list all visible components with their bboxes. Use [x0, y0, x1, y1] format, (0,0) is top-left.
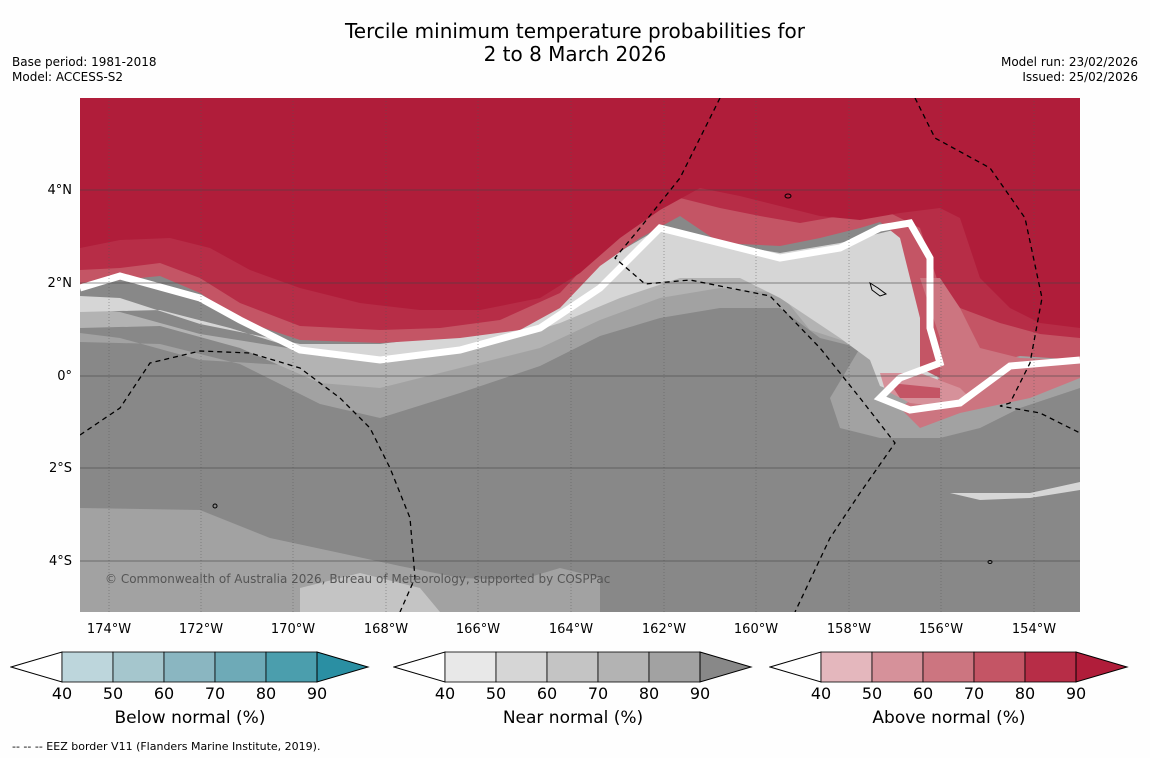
tick-label: 40 — [51, 684, 73, 703]
lon-label: 172°W — [178, 622, 224, 637]
tick-label: 60 — [912, 684, 934, 703]
tick-label: 70 — [204, 684, 226, 703]
base-period: Base period: 1981-2018 — [12, 55, 157, 69]
colorbar-segment — [820, 651, 873, 683]
colorbar-segment — [546, 651, 599, 683]
colorbar-segment — [444, 651, 497, 683]
colorbar-end-arrow — [1075, 651, 1129, 683]
colorbar-title-below: Below normal (%) — [114, 708, 266, 728]
colorbar-segment — [648, 651, 701, 683]
lon-label: 160°W — [733, 622, 779, 637]
lon-label: 164°W — [548, 622, 594, 637]
tick-label: 60 — [153, 684, 175, 703]
title-line-2: 2 to 8 March 2026 — [483, 42, 667, 66]
lon-label: 166°W — [455, 622, 501, 637]
lat-label: 0° — [57, 369, 72, 384]
issued-date: Issued: 25/02/2026 — [1022, 70, 1138, 84]
tick-label: 90 — [689, 684, 711, 703]
lat-label: 2°N — [47, 276, 73, 291]
colorbar-near-normal — [393, 651, 753, 683]
colorbar-segment — [61, 651, 114, 683]
colorbar-below-normal — [10, 651, 370, 683]
colorbar-segment — [871, 651, 924, 683]
model-run: Model run: 23/02/2026 — [1000, 55, 1138, 69]
colorbar-segment — [214, 651, 267, 683]
tick-label: 40 — [434, 684, 456, 703]
tick-label: 50 — [861, 684, 883, 703]
model-name: Model: ACCESS-S2 — [12, 70, 124, 84]
colorbar-end-arrow — [316, 651, 370, 683]
colorbar-segment — [495, 651, 548, 683]
colorbar-segment — [973, 651, 1026, 683]
tick-label: 80 — [638, 684, 660, 703]
lon-label: 168°W — [363, 622, 409, 637]
tick-label: 40 — [810, 684, 832, 703]
lon-label: 154°W — [1011, 622, 1057, 637]
probability-map: © Commonwealth of Australia 2026, Bureau… — [80, 98, 1080, 612]
colorbar-segment — [922, 651, 975, 683]
tick-label: 50 — [485, 684, 507, 703]
tick-label: 60 — [536, 684, 558, 703]
lon-label: 162°W — [641, 622, 687, 637]
lat-label: 4°S — [48, 554, 72, 569]
lon-label: 174°W — [86, 622, 132, 637]
tick-label: 80 — [255, 684, 277, 703]
title-line-1: Tercile minimum temperature probabilitie… — [344, 19, 806, 43]
colorbar-segment — [112, 651, 165, 683]
tick-label: 90 — [306, 684, 328, 703]
tick-label: 70 — [587, 684, 609, 703]
tick-label: 50 — [102, 684, 124, 703]
colorbar-end-arrow — [699, 651, 753, 683]
tick-label: 80 — [1014, 684, 1036, 703]
colorbar-title-above: Above normal (%) — [872, 708, 1026, 728]
colorbar-segment — [1024, 651, 1077, 683]
eez-footnote: -- -- -- EEZ border V11 (Flanders Marine… — [12, 740, 321, 753]
lon-label: 156°W — [918, 622, 964, 637]
lon-label: 170°W — [270, 622, 316, 637]
lat-label: 4°N — [47, 183, 73, 198]
colorbar-segment — [597, 651, 650, 683]
tick-label: 90 — [1065, 684, 1087, 703]
colorbar-segment — [163, 651, 216, 683]
tick-label: 70 — [963, 684, 985, 703]
colorbar-above-normal — [769, 651, 1129, 683]
colorbar-title-near: Near normal (%) — [502, 708, 644, 728]
colorbar-segment — [265, 651, 318, 683]
lat-label: 2°S — [48, 461, 72, 476]
lon-label: 158°W — [826, 622, 872, 637]
copyright-note: © Commonwealth of Australia 2026, Bureau… — [105, 572, 611, 586]
